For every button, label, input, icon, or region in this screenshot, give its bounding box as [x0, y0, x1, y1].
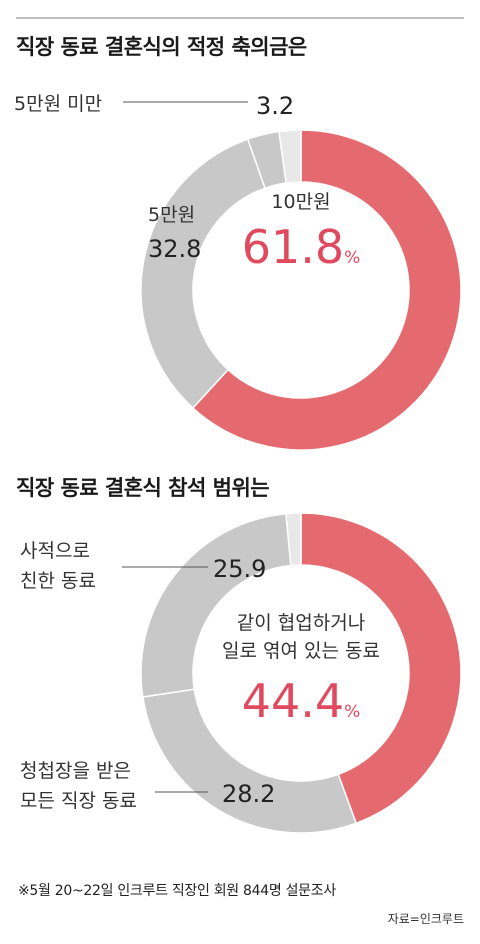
chart1-label-5man: 5만원	[148, 204, 195, 226]
chart2-center-label-line1: 같이 협업하거나	[237, 612, 365, 634]
chart2-center-unit: %	[344, 702, 360, 722]
chart1-center-unit: %	[344, 248, 360, 268]
chart1-donut: 5만원 미만 3.2 5만원 32.8 10만원 61.8%	[0, 60, 480, 451]
chart2-value-all: 28.2	[222, 780, 275, 808]
chart2-slice-3	[285, 512, 302, 567]
source-credit: 자료=인크루트	[387, 912, 464, 926]
chart1-title: 직장 동료 결혼식의 적정 축의금은	[16, 35, 307, 59]
chart2-label-friend-line1: 사적으로	[20, 540, 90, 562]
chart2-title: 직장 동료 결혼식 참석 범위는	[16, 476, 270, 500]
chart1-svg: 5만원 미만 3.2 5만원 32.8 10만원 61.8%	[14, 92, 462, 451]
chart2-value-friend: 25.9	[213, 555, 266, 583]
chart1-value-under5: 3.2	[256, 92, 294, 120]
footnote: ※5월 20~22일 인크루트 직장인 회원 844명 설문조사	[18, 883, 336, 899]
chart2-slice-0	[300, 512, 462, 825]
top-rule	[16, 17, 464, 19]
chart2-label-all-line2: 모든 직장 동료	[20, 790, 137, 812]
chart2-center-figure: 44.4%	[242, 674, 361, 728]
chart2-slice-2	[140, 512, 292, 698]
chart1-label-under5: 5만원 미만	[14, 93, 102, 115]
chart2-center-value: 44.4	[242, 674, 344, 728]
chart2-label-friend-line2: 친한 동료	[20, 570, 96, 592]
chart1-center-figure: 61.8%	[242, 220, 361, 274]
chart1-center-label: 10만원	[271, 191, 330, 213]
chart1-slice-0	[191, 129, 462, 451]
chart1-center-value: 61.8	[242, 220, 344, 274]
chart1-value-5man: 32.8	[148, 235, 201, 263]
chart1-slice-3	[278, 129, 302, 184]
chart2-label-all-line1: 청첩장을 받은	[20, 760, 131, 782]
chart1-slice-1	[140, 138, 267, 410]
chart2-center-label-line2: 일로 엮여 있는 동료	[222, 640, 380, 662]
